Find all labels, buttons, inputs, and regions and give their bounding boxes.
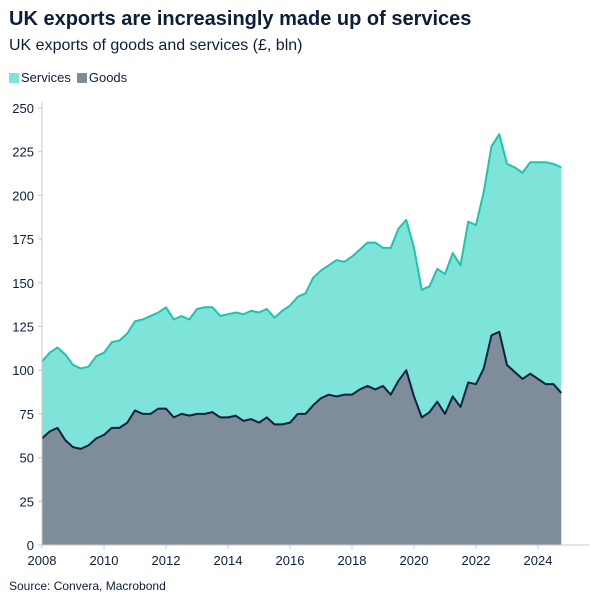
- y-tick-label: 250: [12, 101, 34, 116]
- x-tick-label: 2018: [338, 553, 367, 568]
- y-tick-label: 200: [12, 188, 34, 203]
- y-tick-label: 50: [20, 451, 34, 466]
- x-tick-label: 2008: [28, 553, 57, 568]
- legend-label-goods: Goods: [88, 70, 128, 85]
- y-tick-label: 225: [12, 145, 34, 160]
- legend-swatch-services: [9, 73, 19, 83]
- legend: Services Goods: [9, 70, 127, 85]
- x-tick-label: 2012: [152, 553, 181, 568]
- chart-subtitle: UK exports of goods and services (£, bln…: [9, 37, 303, 54]
- source-note: Source: Convera, Macrobond: [9, 579, 166, 593]
- legend-swatch-goods: [76, 73, 87, 83]
- y-tick-label: 25: [20, 494, 34, 509]
- y-tick-label: 175: [12, 232, 34, 247]
- x-tick-label: 2020: [400, 553, 429, 568]
- line-goods: [41, 330, 562, 450]
- chart-title: UK exports are increasingly made up of s…: [9, 8, 472, 30]
- area-services: [42, 134, 562, 449]
- y-tick-label: 75: [20, 407, 34, 422]
- legend-label-services: Services: [21, 70, 71, 85]
- area-goods: [42, 331, 562, 545]
- x-tick-label: 2010: [90, 553, 119, 568]
- y-tick-label: 125: [12, 320, 34, 335]
- x-tick-label: 2014: [214, 553, 243, 568]
- legend-item-services: Services: [9, 70, 71, 85]
- y-tick-label: 150: [12, 276, 34, 291]
- x-tick-label: 2022: [462, 553, 491, 568]
- line-services: [41, 133, 562, 370]
- y-tick-label: 100: [12, 363, 34, 378]
- legend-item-goods: Goods: [76, 70, 128, 85]
- x-tick-label: 2016: [276, 553, 305, 568]
- y-tick-label: 0: [27, 538, 34, 553]
- x-tick-label: 2024: [524, 553, 553, 568]
